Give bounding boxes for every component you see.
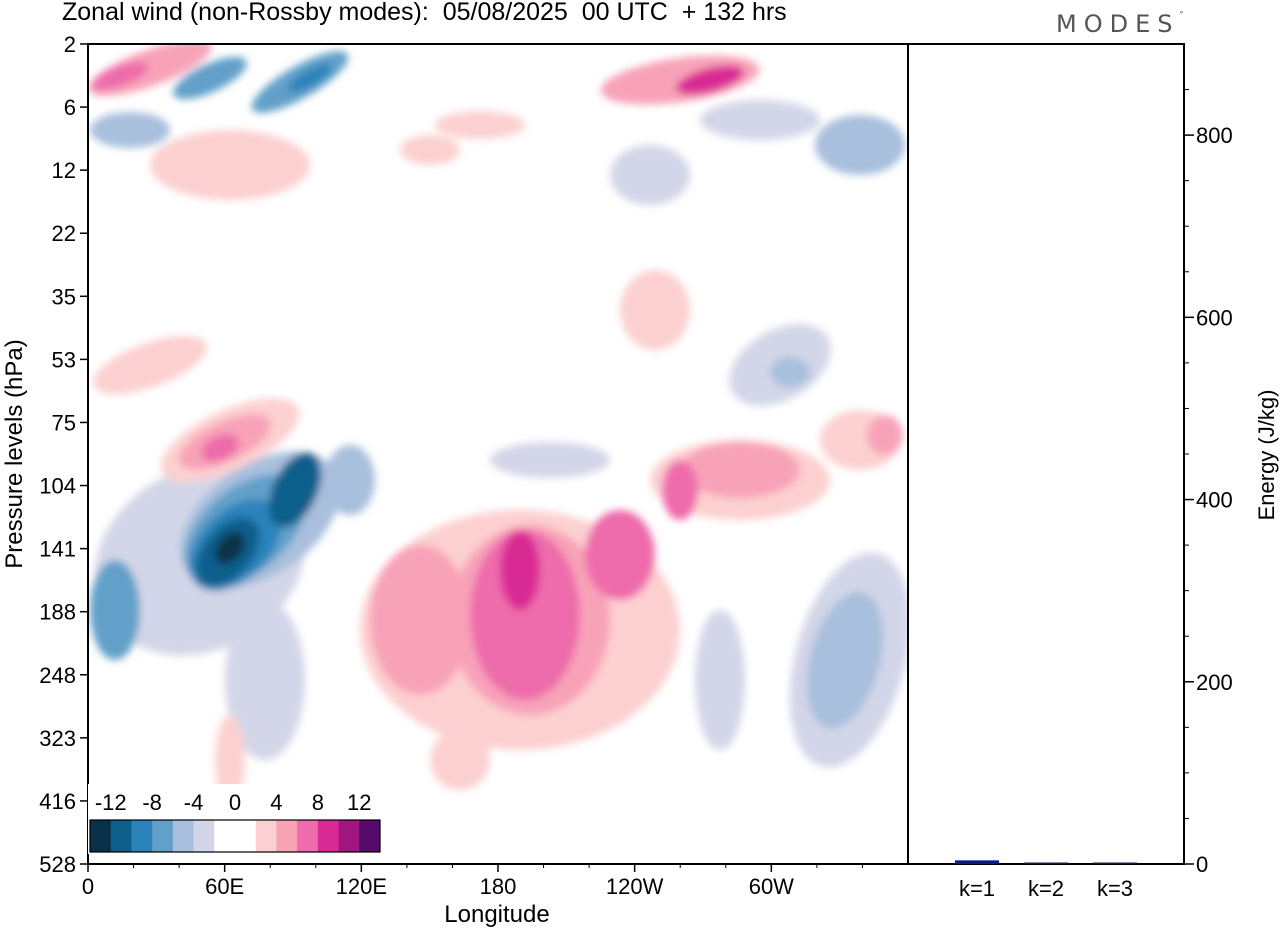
colorbar-swatch — [338, 820, 360, 852]
y-tick-label: 528 — [39, 852, 76, 877]
energy-tick-label: 200 — [1196, 670, 1233, 695]
y-tick-label: 141 — [39, 537, 76, 562]
contour-field — [88, 44, 908, 805]
colorbar-swatch — [152, 820, 174, 852]
energy-category-label: k=1 — [959, 876, 995, 901]
y-tick-label: 35 — [52, 284, 76, 309]
x-axis: 0 60E 120E 180 120W 60W — [82, 864, 863, 899]
colorbar-label: -4 — [184, 790, 204, 815]
energy-bar — [1024, 862, 1068, 864]
chart-title: Zonal wind (non-Rossby modes): 05/08/202… — [62, 0, 787, 26]
logo-text: MODES — [1056, 10, 1180, 38]
colorbar-swatch — [297, 820, 319, 852]
y-tick-label: 104 — [39, 474, 76, 499]
colorbar-label: -12 — [95, 790, 127, 815]
x-tick-label: 180 — [480, 874, 517, 899]
energy-bar — [955, 860, 999, 864]
y-tick-label: 22 — [52, 221, 76, 246]
energy-tick-label: 0 — [1196, 852, 1208, 877]
energy-axis-label: Energy (J/kg) — [1254, 390, 1279, 521]
colorbar-label: 4 — [270, 790, 282, 815]
modes-logo: MODES° — [1056, 10, 1183, 38]
y-tick-label: 248 — [39, 663, 76, 688]
y-tick-label: 53 — [52, 347, 76, 372]
colorbar-swatch — [90, 820, 112, 852]
x-tick-label: 120E — [336, 874, 387, 899]
colorbar: -12 -8 -4 0 4 8 12 — [88, 784, 382, 854]
logo-mark: ° — [1179, 10, 1184, 19]
colorbar-label: -8 — [142, 790, 162, 815]
colorbar-swatch — [110, 820, 132, 852]
energy-y-axis: 0 200 400 600 800 — [1184, 89, 1233, 877]
y-tick-label: 416 — [39, 789, 76, 814]
energy-tick-label: 400 — [1196, 488, 1233, 513]
x-tick-label: 60W — [749, 874, 794, 899]
y-tick-label: 323 — [39, 726, 76, 751]
colorbar-swatch — [235, 820, 257, 852]
colorbar-swatch — [359, 820, 381, 852]
energy-tick-label: 800 — [1196, 123, 1233, 148]
colorbar-swatch — [276, 820, 298, 852]
x-tick-label: 120W — [606, 874, 664, 899]
colorbar-swatch — [214, 820, 236, 852]
colorbar-frame — [89, 819, 381, 853]
y-tick-label: 188 — [39, 600, 76, 625]
y-tick-label: 12 — [52, 158, 76, 183]
y-axis-label: Pressure levels (hPa) — [1, 339, 28, 568]
energy-tick-label: 600 — [1196, 305, 1233, 330]
colorbar-swatch — [255, 820, 277, 852]
x-axis-label: Longitude — [444, 901, 549, 928]
x-tick-label: 0 — [82, 874, 94, 899]
y-tick-label: 75 — [52, 410, 76, 435]
energy-category-label: k=3 — [1097, 876, 1133, 901]
colorbar-label: 0 — [229, 790, 241, 815]
colorbar-label: 8 — [312, 790, 324, 815]
colorbar-label: 12 — [347, 790, 371, 815]
energy-bar — [1093, 862, 1137, 864]
colorbar-swatch — [317, 820, 340, 852]
x-tick-label: 60E — [205, 874, 244, 899]
energy-category-label: k=2 — [1028, 876, 1064, 901]
y-axis: 2 6 12 22 35 53 75 104 141 188 248 323 416 528 — [39, 32, 88, 877]
y-tick-label: 6 — [64, 95, 76, 120]
energy-bars: k=1 k=2 k=3 — [955, 860, 1137, 901]
colorbar-swatch — [131, 820, 153, 852]
y-tick-label: 2 — [64, 32, 76, 57]
colorbar-swatch — [172, 820, 195, 852]
energy-plot-frame — [907, 43, 1185, 865]
colorbar-swatch — [193, 820, 215, 852]
